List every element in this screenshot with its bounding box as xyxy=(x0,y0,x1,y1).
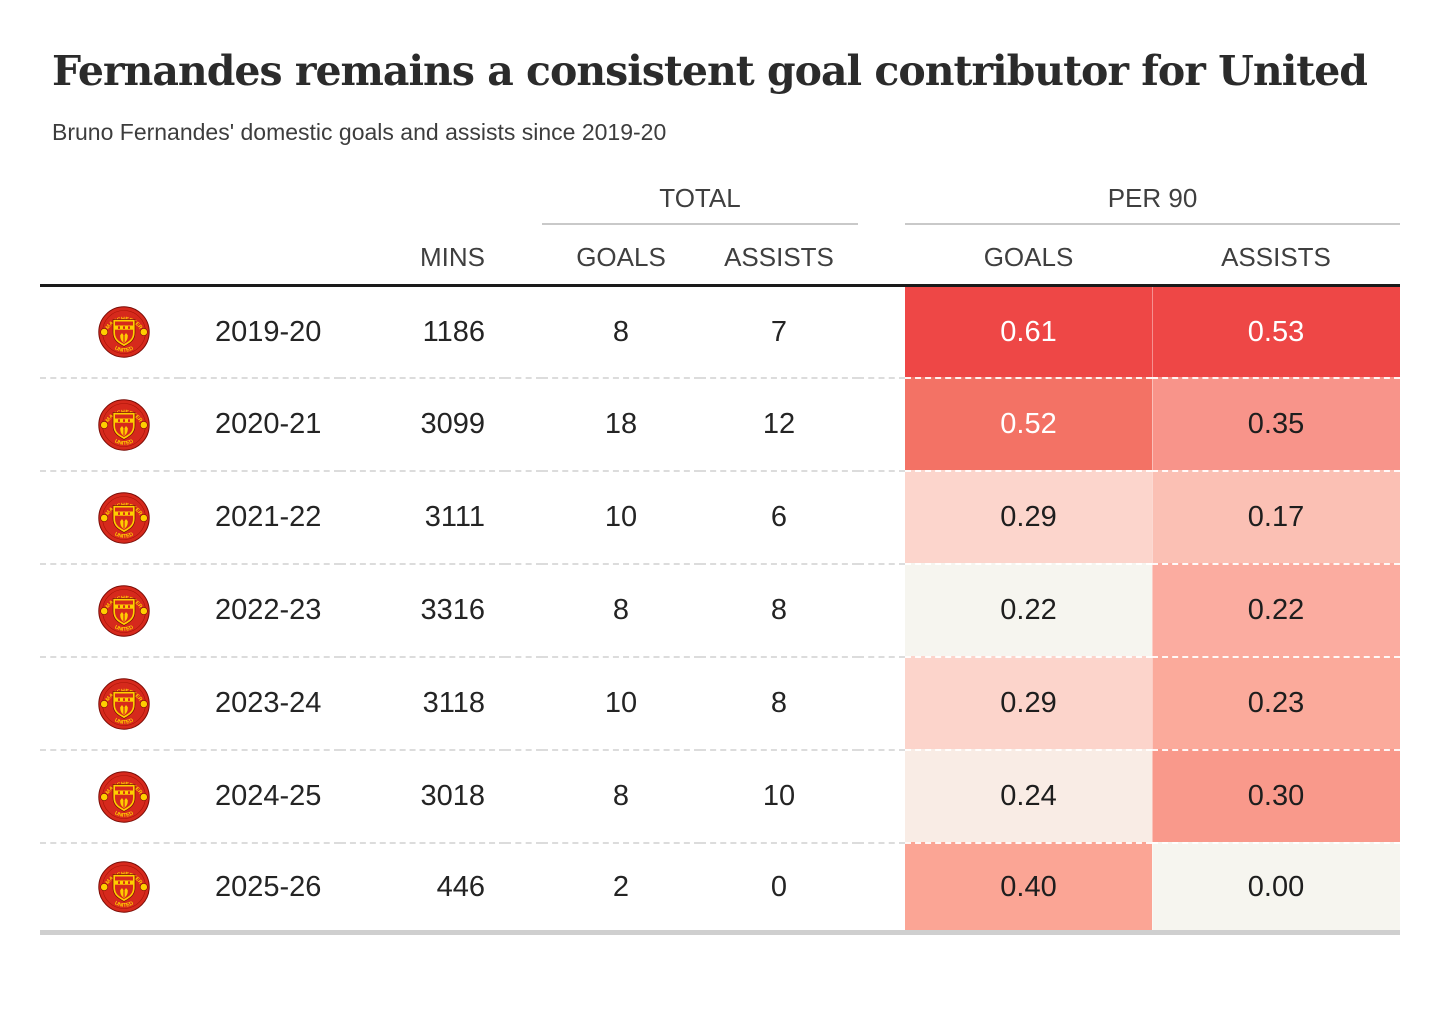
page-subtitle: Bruno Fernandes' domestic goals and assi… xyxy=(52,119,667,146)
column-header-total-assists: ASSISTS xyxy=(724,242,834,273)
man-utd-crest-icon: MANCHESTER UNITED xyxy=(98,584,150,637)
column-header-mins: MINS xyxy=(420,242,485,273)
column-gap xyxy=(858,377,905,470)
season-label: 2022-23 xyxy=(180,563,340,656)
man-utd-crest-icon: MANCHESTER UNITED xyxy=(98,491,150,544)
per90-goals-cell: 0.40 xyxy=(905,842,1152,936)
season-label: 2023-24 xyxy=(180,656,340,749)
man-utd-crest-icon: MANCHESTER UNITED xyxy=(98,677,150,730)
per90-goals-cell: 0.29 xyxy=(905,656,1152,750)
group-header-per90: PER 90 xyxy=(905,166,1400,226)
season-label: 2021-22 xyxy=(180,470,340,563)
column-header-per90-goals: GOALS xyxy=(983,242,1074,273)
group-header-total: TOTAL xyxy=(542,166,858,226)
man-utd-crest-icon: MANCHESTER UNITED xyxy=(98,770,150,823)
column-gap xyxy=(505,284,542,377)
svg-text:UNITED: UNITED xyxy=(114,624,135,632)
man-utd-crest-icon: MANCHESTER UNITED xyxy=(98,861,150,913)
total-goals-value: 2 xyxy=(542,842,700,936)
page-title: Fernandes remains a consistent goal cont… xyxy=(52,47,1368,95)
column-gap xyxy=(505,842,542,936)
total-goals-value: 8 xyxy=(542,749,700,842)
svg-text:UNITED: UNITED xyxy=(114,901,135,909)
mins-value: 3118 xyxy=(340,656,505,749)
total-goals-value: 10 xyxy=(542,470,700,563)
total-goals-value: 8 xyxy=(542,284,700,377)
total-goals-value: 8 xyxy=(542,563,700,656)
column-header-total-goals: GOALS xyxy=(576,242,666,273)
column-gap xyxy=(858,284,905,377)
per90-assists-cell: 0.35 xyxy=(1152,377,1400,471)
column-gap xyxy=(505,749,542,842)
stats-table: TOTAL PER 90 MINS GOALS ASSISTS GOALS AS… xyxy=(40,166,1400,936)
total-assists-value: 10 xyxy=(700,749,858,842)
athletic-table-graphic: Fernandes remains a consistent goal cont… xyxy=(0,47,1440,936)
per90-assists-cell: 0.00 xyxy=(1152,842,1400,936)
column-gap xyxy=(858,749,905,842)
mins-value: 3316 xyxy=(340,563,505,656)
table-body: MANCHESTER UNITED 2019-20 1186 8 7 xyxy=(40,284,1400,936)
mins-value: 3111 xyxy=(340,470,505,563)
svg-text:UNITED: UNITED xyxy=(114,810,135,818)
per90-assists-cell: 0.17 xyxy=(1152,470,1400,564)
table-row: MANCHESTER UNITED 2023-24 3118 10 8 xyxy=(40,656,1400,750)
table-row: MANCHESTER UNITED 2022-23 3316 8 8 xyxy=(40,563,1400,657)
table-column-header-row: MINS GOALS ASSISTS GOALS ASSISTS xyxy=(40,225,1400,284)
per90-assists-cell: 0.22 xyxy=(1152,563,1400,657)
table-group-header-row: TOTAL PER 90 xyxy=(40,166,1400,226)
per90-goals-cell: 0.52 xyxy=(905,377,1152,471)
total-assists-value: 8 xyxy=(700,563,858,656)
total-assists-value: 8 xyxy=(700,656,858,749)
mins-value: 446 xyxy=(340,842,505,936)
column-gap xyxy=(505,377,542,470)
column-gap xyxy=(505,656,542,749)
season-label: 2019-20 xyxy=(180,284,340,377)
man-utd-crest-icon: MANCHESTER UNITED xyxy=(98,398,150,451)
table-row: MANCHESTER UNITED 2024-25 3018 8 10 xyxy=(40,749,1400,843)
table-row: MANCHESTER UNITED 2021-22 3111 10 6 xyxy=(40,470,1400,564)
column-gap xyxy=(858,563,905,656)
mins-value: 3099 xyxy=(340,377,505,470)
column-gap xyxy=(505,470,542,563)
column-header-per90-assists: ASSISTS xyxy=(1221,242,1331,273)
per90-goals-cell: 0.22 xyxy=(905,563,1152,657)
svg-text:UNITED: UNITED xyxy=(114,717,135,725)
season-label: 2025-26 xyxy=(180,842,340,936)
column-gap xyxy=(858,470,905,563)
per90-assists-cell: 0.53 xyxy=(1152,284,1400,378)
per90-assists-cell: 0.30 xyxy=(1152,749,1400,843)
per90-goals-cell: 0.61 xyxy=(905,284,1152,378)
svg-text:UNITED: UNITED xyxy=(114,346,135,354)
per90-goals-cell: 0.29 xyxy=(905,470,1152,564)
total-goals-value: 10 xyxy=(542,656,700,749)
column-gap xyxy=(858,656,905,749)
season-label: 2020-21 xyxy=(180,377,340,470)
season-label: 2024-25 xyxy=(180,749,340,842)
total-assists-value: 6 xyxy=(700,470,858,563)
mins-value: 3018 xyxy=(340,749,505,842)
total-goals-value: 18 xyxy=(542,377,700,470)
man-utd-crest-icon: MANCHESTER UNITED xyxy=(98,306,150,358)
svg-text:UNITED: UNITED xyxy=(114,531,135,539)
total-assists-value: 7 xyxy=(700,284,858,377)
per90-goals-cell: 0.24 xyxy=(905,749,1152,843)
column-gap xyxy=(505,563,542,656)
column-gap xyxy=(858,842,905,936)
total-assists-value: 0 xyxy=(700,842,858,936)
table-row: MANCHESTER UNITED 2020-21 3099 18 12 xyxy=(40,377,1400,471)
total-assists-value: 12 xyxy=(700,377,858,470)
svg-text:UNITED: UNITED xyxy=(114,438,135,446)
per90-assists-cell: 0.23 xyxy=(1152,656,1400,750)
mins-value: 1186 xyxy=(340,284,505,377)
table-row: MANCHESTER UNITED 2025-26 446 2 0 xyxy=(40,842,1400,936)
table-row: MANCHESTER UNITED 2019-20 1186 8 7 xyxy=(40,284,1400,378)
